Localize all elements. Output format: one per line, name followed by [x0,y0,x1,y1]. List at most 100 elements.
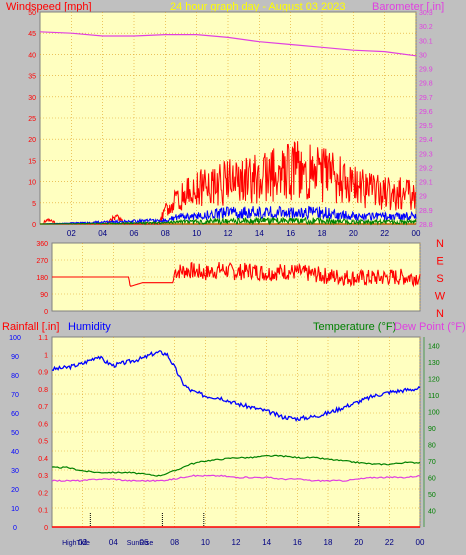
barometer-axis-label: Barometer [.in] [372,1,445,13]
barometer-tick-label: 30.3 [419,10,433,17]
wind-panel-x-tick-label: 08 [161,229,170,238]
temp-panel-x-tick-label: 10 [201,538,210,547]
wind-panel-x-tick-label: 16 [286,229,295,238]
temperature-tick-label: 110 [428,393,439,400]
rainfall-tick-label: 0.4 [38,456,48,463]
wind-panel-x-tick-label: 02 [67,229,76,238]
wind-panel-x-tick-label: 14 [255,229,264,238]
temp-panel-x-tick-label: 16 [293,538,302,547]
temperature-tick-label: 40 [428,508,436,515]
windspeed-tick-label: 45 [28,31,36,38]
windspeed-axis-label: Windspeed [mph] [6,1,92,13]
windspeed-tick-label: 0 [32,222,36,229]
wind-panel-x-tick-label: 18 [318,229,327,238]
humidity-tick-label: 30 [11,468,19,475]
temperature-axis-label: Temperature (°F) [313,321,397,333]
temperature-tick-label: 50 [428,492,436,499]
wind-panel-x-tick-label: 12 [224,229,233,238]
barometer-tick-label: 29.2 [419,165,433,172]
barometer-tick-label: 29.8 [419,81,433,88]
rainfall-tick-label: 1.1 [38,335,48,342]
wind-panel-x-tick-label: 06 [130,229,139,238]
temperature-tick-label: 100 [428,409,440,416]
windspeed-tick-label: 15 [28,158,36,165]
sunrise-label: SunRise [127,540,154,547]
humidity-line [51,349,421,423]
windspeed-tick-label: 25 [28,116,36,123]
humidity-tick-label: 20 [11,487,19,494]
temp-panel-x-tick-label: 22 [385,538,394,547]
temp-panel-x-tick-label: 06 [140,538,149,547]
windspeed-tick-label: 40 [28,52,36,59]
windspeed-tick-label: 20 [28,137,36,144]
temperature-line [51,454,421,477]
temperature-tick-label: 80 [428,442,436,449]
humidity-tick-label: 100 [9,335,21,342]
humidity-tick-label: 80 [11,373,19,380]
wind-avg-line [40,205,417,225]
wind-direction-line [52,261,421,288]
rainfall-tick-label: 0.9 [38,370,48,377]
barometer-tick-label: 30.1 [419,38,433,45]
rainfall-tick-label: 0.8 [38,387,48,394]
humidity-tick-label: 0 [13,525,17,532]
barometer-tick-label: 29.6 [419,109,433,116]
rainfall-axis-label: Rainfall [.in] [2,321,60,333]
direction-tick-label: 0 [44,309,48,316]
dewpoint-line [51,474,421,483]
temp-panel-x-tick-label: 14 [262,538,271,547]
temperature-tick-label: 60 [428,475,436,482]
temp-panel-x-tick-label: 08 [170,538,179,547]
barometer-tick-label: 29.4 [419,137,433,144]
barometer-tick-label: 30 [419,52,427,59]
humidity-tick-label: 10 [11,506,19,513]
windspeed-tick-label: 50 [28,10,36,17]
temp-panel-x-tick-label: 12 [232,538,241,547]
direction-tick-label: 360 [36,241,48,248]
wind-panel-x-tick-label: 00 [412,229,421,238]
compass-label: W [435,291,446,303]
barometer-line [39,31,417,57]
direction-tick-label: 90 [40,292,48,299]
compass-label: N [436,308,444,320]
windspeed-tick-label: 35 [28,74,36,81]
temp-panel-x-tick-label: 00 [416,538,425,547]
rainfall-tick-label: 0.7 [38,404,48,411]
temperature-tick-label: 70 [428,459,436,466]
temp-panel-x-tick-label: 20 [354,538,363,547]
chart-title: 24 hour graph day - August 03 2023 [170,1,346,13]
humidity-tick-label: 70 [11,392,19,399]
barometer-tick-label: 29 [419,194,427,201]
rainfall-tick-label: 0.3 [38,473,48,480]
rainfall-tick-label: 0.2 [38,490,48,497]
rainfall-tick-label: 0.5 [38,439,48,446]
barometer-tick-label: 29.1 [419,180,433,187]
temperature-tick-label: 140 [428,343,440,350]
barometer-tick-label: 29.5 [419,123,433,130]
temp-panel-x-tick-label: 02 [78,538,87,547]
humidity-axis-label: Humidity [68,321,111,333]
rainfall-tick-label: 0 [44,525,48,532]
humidity-tick-label: 90 [11,354,19,361]
humidity-tick-label: 40 [11,449,19,456]
hightide-label: HighTide [62,540,90,547]
wind-panel-x-tick-label: 20 [349,229,358,238]
barometer-tick-label: 28.9 [419,208,433,215]
wind-low-line [40,216,417,226]
barometer-tick-label: 29.9 [419,67,433,74]
wind-panel-x-tick-label: 22 [380,229,389,238]
compass-label: S [436,273,443,285]
barometer-tick-label: 30.2 [419,24,433,31]
wind-panel-x-tick-label: 10 [192,229,201,238]
barometer-tick-label: 29.7 [419,95,433,102]
dewpoint-axis-label: Dew Point (°F) [394,321,466,333]
windspeed-tick-label: 5 [32,201,36,208]
temperature-tick-label: 90 [428,426,436,433]
barometer-tick-label: 29.3 [419,151,433,158]
temperature-tick-label: 120 [428,376,440,383]
temp-panel-x-tick-label: 04 [109,538,118,547]
rainfall-tick-label: 1 [44,352,48,359]
direction-tick-label: 180 [36,275,48,282]
temp-panel-x-tick-label: 18 [324,538,333,547]
